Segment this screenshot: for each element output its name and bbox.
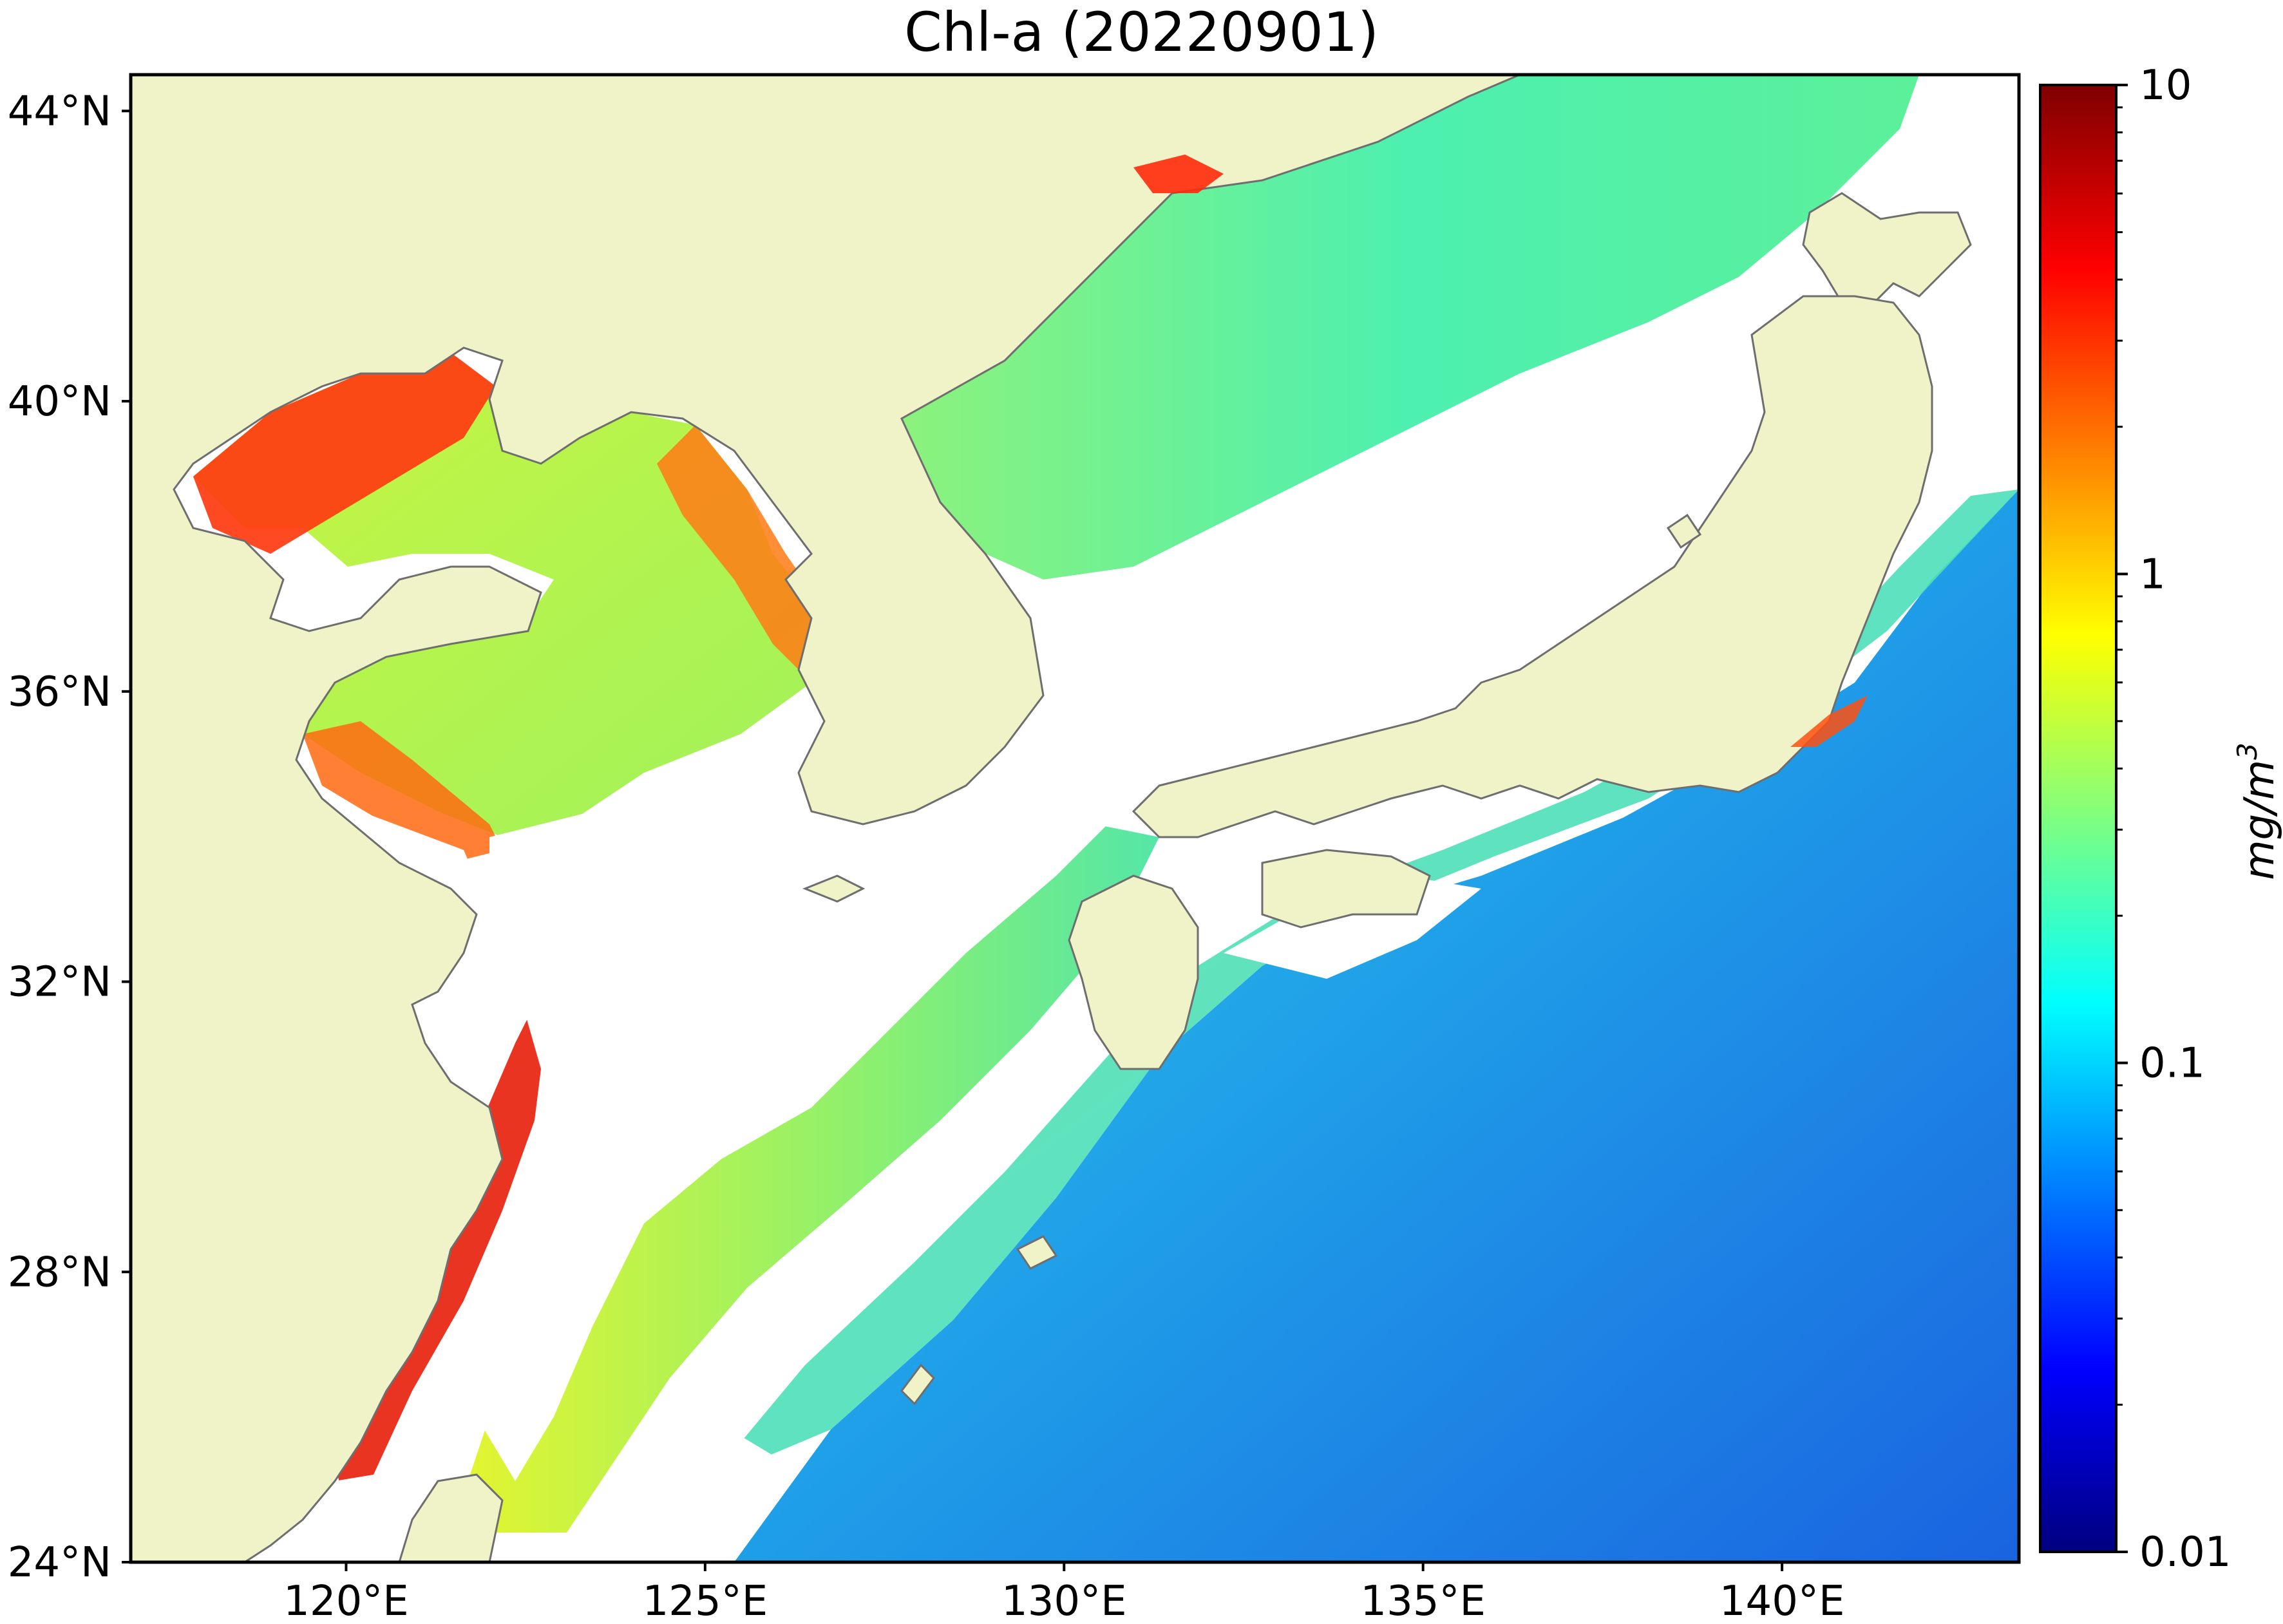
lon-tick-label: 120°E (283, 1578, 409, 1624)
colorbar: 10 1 0.1 0.01 mg/m3 (2039, 62, 2283, 1576)
korea-west-coastal-high (657, 425, 831, 683)
lon-tick-label: 135°E (1360, 1578, 1486, 1624)
lat-tick-label: 40°N (8, 378, 111, 426)
lon-tick-label: 140°E (1719, 1578, 1845, 1624)
colorbar-tick-label: 0.01 (2139, 1529, 2231, 1576)
colorbar-tick-label: 0.1 (2139, 1040, 2205, 1088)
colorbar-gradient (2039, 84, 2117, 1553)
colorbar-tick-label: 1 (2139, 551, 2166, 598)
colorbar-ticks: 10 1 0.1 0.01 (2116, 62, 2231, 1576)
map-title: Chl-a (20220901) (904, 1, 1379, 64)
pacific-chlorophyll-field (734, 489, 2019, 1562)
shikoku-island (1261, 849, 1431, 929)
bohai-high-chlorophyll (193, 348, 496, 554)
lon-tick-label: 125°E (643, 1578, 768, 1624)
okinawa-island (900, 1363, 935, 1406)
colorbar-unit-label: mg/m3 (2231, 742, 2283, 880)
map-frame (129, 73, 2021, 1564)
lat-tick-label: 32°N (8, 959, 111, 1006)
lat-tick-label: 24°N (8, 1539, 111, 1587)
honshu-island (1132, 295, 1933, 838)
lat-tick-label: 36°N (8, 668, 111, 716)
amami-island (1016, 1235, 1058, 1270)
taiwan-island (398, 1473, 504, 1562)
sea-of-japan-chlorophyll-field (902, 75, 1919, 580)
kyushu-island (1068, 874, 1199, 1070)
japan-pacific-coast-high (1790, 695, 1868, 747)
hokkaido-island (1802, 192, 1972, 310)
sado-island (1666, 513, 1702, 549)
lat-tick-label: 28°N (8, 1249, 111, 1296)
lon-tick-label: 130°E (1001, 1578, 1127, 1624)
longitude-axis: 120°E 125°E 130°E 135°E 140°E (283, 1562, 1844, 1624)
map-plot-area (131, 75, 2019, 1562)
korea-north-coastal-high (1133, 155, 1224, 193)
yellow-sea-coastal-high (303, 721, 502, 863)
east-china-sea-chlorophyll-field (451, 824, 1159, 1533)
latitude-axis: 24°N 28°N 32°N 36°N 40°N 44°N (8, 88, 131, 1587)
asia-mainland (131, 75, 1520, 1562)
lat-tick-label: 44°N (8, 88, 111, 135)
jeju-island (802, 874, 866, 903)
colorbar-tick-label: 10 (2139, 62, 2192, 109)
land-masses (131, 75, 1972, 1562)
